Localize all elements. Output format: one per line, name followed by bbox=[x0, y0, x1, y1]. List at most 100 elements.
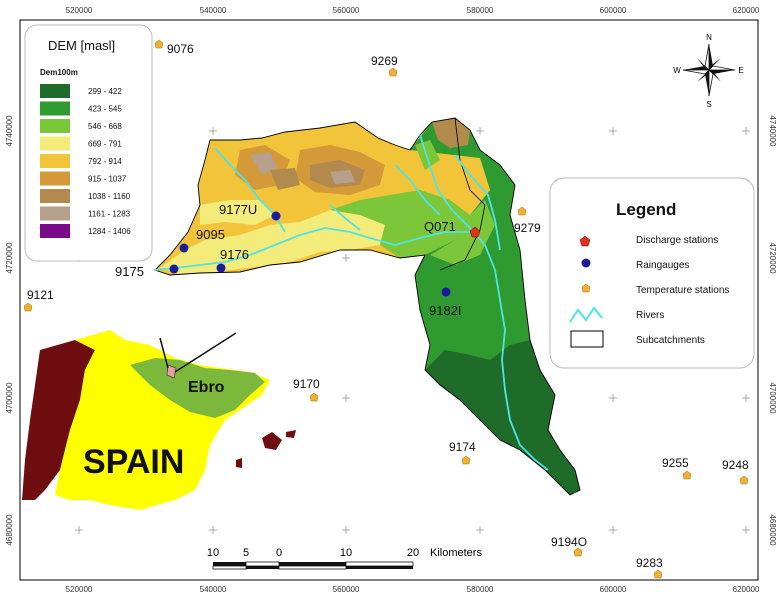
raingauge-marker bbox=[216, 263, 226, 273]
y-tick-label: 4700000 bbox=[5, 382, 14, 414]
temperature-station-marker bbox=[573, 547, 583, 557]
compass-n: N bbox=[706, 33, 712, 42]
x-tick-label: 540000 bbox=[200, 585, 227, 594]
map-legend: Legend Discharge stations Raingauges Tem… bbox=[549, 177, 755, 369]
dem-class-label: 1038 - 1160 bbox=[88, 192, 131, 201]
x-tick-label: 600000 bbox=[600, 585, 627, 594]
subcatchment-box-icon bbox=[570, 330, 604, 348]
dem-swatch bbox=[40, 119, 70, 133]
dem-swatch bbox=[40, 101, 70, 116]
x-tick-label: 580000 bbox=[467, 6, 494, 15]
orange-pentagon-icon bbox=[581, 283, 591, 293]
dem-class-label: 299 - 422 bbox=[88, 87, 122, 96]
temperature-station-label: 9076 bbox=[167, 42, 194, 56]
raingauge-label: 9176 bbox=[220, 247, 249, 262]
red-pentagon-icon bbox=[579, 235, 591, 247]
blue-circle-icon bbox=[581, 258, 591, 268]
x-tick-label: 560000 bbox=[333, 6, 360, 15]
catchment-dem bbox=[154, 117, 581, 496]
temperature-station-marker bbox=[154, 39, 164, 49]
temperature-station-marker bbox=[653, 569, 663, 579]
temperature-station-label: 9248 bbox=[722, 458, 749, 472]
temperature-station-marker bbox=[388, 67, 398, 77]
river-line-icon bbox=[569, 306, 603, 323]
dem-swatch bbox=[40, 224, 70, 238]
discharge-station-marker bbox=[469, 226, 481, 238]
temperature-station-label: 9174 bbox=[449, 440, 476, 454]
scale-label: 0 bbox=[276, 547, 282, 559]
dem-class-label: 1161 - 1283 bbox=[88, 210, 131, 219]
x-axis-bottom: 520000 540000 560000 580000 600000 62000… bbox=[66, 585, 760, 594]
raingauge-marker bbox=[441, 287, 451, 297]
spain-inset: SPAIN Ebro bbox=[22, 330, 296, 510]
temperature-station-marker bbox=[309, 392, 319, 402]
y-tick-label: 4680000 bbox=[5, 514, 14, 546]
y-tick-label: 4700000 bbox=[768, 382, 777, 414]
dem-class-label: 915 - 1037 bbox=[88, 175, 127, 184]
compass-s: S bbox=[706, 100, 711, 109]
raingauge-label: 9095 bbox=[196, 227, 225, 242]
temperature-station-label: 9283 bbox=[636, 556, 663, 570]
dem-legend-subtitle: Dem100m bbox=[40, 68, 78, 77]
legend-item-label: Raingauges bbox=[636, 260, 689, 271]
scale-unit: Kilometers bbox=[430, 547, 482, 559]
temperature-station-label: 9269 bbox=[371, 54, 398, 68]
legend-item-label: Discharge stations bbox=[636, 235, 718, 246]
y-tick-label: 4740000 bbox=[5, 115, 14, 147]
dem-class-label: 546 - 668 bbox=[88, 122, 122, 131]
map-legend-box bbox=[549, 177, 755, 369]
y-tick-label: 4720000 bbox=[768, 242, 777, 274]
study-area-shape bbox=[166, 364, 177, 379]
dem-swatch bbox=[40, 189, 70, 203]
compass-w: W bbox=[673, 66, 681, 75]
dem-swatch bbox=[40, 84, 70, 98]
temperature-station-marker bbox=[739, 475, 749, 485]
raingauge-marker bbox=[169, 264, 179, 274]
legend-item-label: Subcatchments bbox=[636, 335, 705, 346]
temperature-station-marker bbox=[517, 206, 527, 216]
scale-label: 20 bbox=[407, 547, 419, 559]
dem-class-label: 423 - 545 bbox=[88, 105, 122, 114]
dem-legend-title: DEM [masl] bbox=[48, 38, 115, 53]
dem-swatch bbox=[40, 154, 70, 168]
dem-class-label: 792 - 914 bbox=[88, 157, 122, 166]
raingauge-label: 9175 bbox=[115, 264, 144, 279]
ebro-label: Ebro bbox=[188, 379, 225, 396]
legend-item-label: Rivers bbox=[636, 310, 664, 321]
rivers bbox=[154, 134, 549, 471]
y-tick-label: 4720000 bbox=[5, 242, 14, 274]
scale-label: 5 bbox=[243, 547, 249, 559]
spain-label: SPAIN bbox=[83, 443, 184, 481]
temperature-station-label: 9255 bbox=[662, 456, 689, 470]
ebro-basin-shape bbox=[130, 358, 265, 418]
y-tick-label: 4740000 bbox=[768, 115, 777, 147]
raingauge-label: 9177U bbox=[219, 202, 257, 217]
y-axis-left: 4740000 4720000 4700000 4680000 bbox=[5, 115, 14, 546]
raingauge-label: 9182I bbox=[429, 303, 462, 318]
portugal-shape bbox=[22, 340, 95, 500]
north-arrow-icon: N S E W bbox=[673, 33, 743, 109]
y-tick-label: 4680000 bbox=[768, 514, 777, 546]
dem-swatch bbox=[40, 206, 70, 221]
temperature-station-marker bbox=[461, 455, 471, 465]
raingauge-marker bbox=[271, 211, 281, 221]
dem-legend: DEM [masl] Dem100m 299 - 422 423 - 545 546… bbox=[24, 24, 153, 262]
compass-e: E bbox=[738, 66, 743, 75]
x-tick-label: 540000 bbox=[200, 6, 227, 15]
temperature-station-label: 9279 bbox=[514, 221, 541, 235]
discharge-stations: Q071 bbox=[424, 219, 481, 238]
map-legend-title: Legend bbox=[616, 200, 676, 219]
temperature-station-marker bbox=[682, 470, 692, 480]
scale-label: 10 bbox=[207, 547, 219, 559]
raingauges: 9177U 9095 9176 9175 9182I bbox=[115, 202, 462, 318]
dem-class-label: 669 - 791 bbox=[88, 140, 122, 149]
temperature-station-label: 9121 bbox=[27, 288, 54, 302]
x-tick-label: 520000 bbox=[66, 6, 93, 15]
temperature-station-label: 9194O bbox=[551, 535, 587, 549]
dem-swatch bbox=[40, 136, 70, 151]
scale-label: 10 bbox=[340, 547, 352, 559]
legend-item-label: Temperature stations bbox=[636, 285, 729, 296]
x-tick-label: 580000 bbox=[467, 585, 494, 594]
x-tick-label: 600000 bbox=[600, 6, 627, 15]
